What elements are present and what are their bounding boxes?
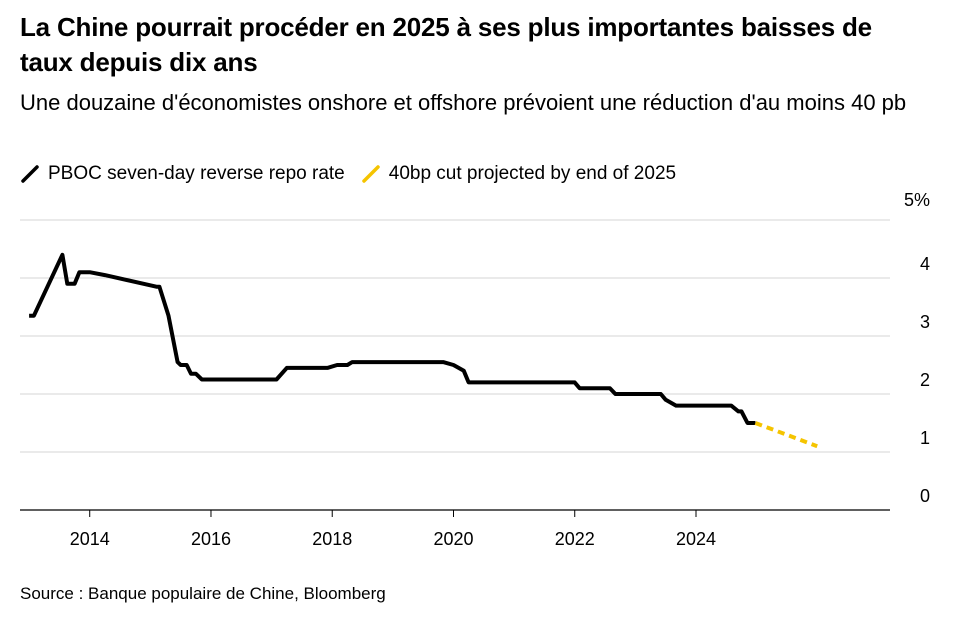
legend-swatch-dashed-line-icon	[362, 165, 380, 183]
legend-label-projected-cut: 40bp cut projected by end of 2025	[388, 163, 677, 184]
chart-subtitle: Une douzaine d'économistes onshore et of…	[20, 90, 907, 115]
series-line-projected-cut	[754, 421, 818, 449]
legend-swatch-solid-line-icon	[21, 165, 39, 183]
legend: PBOC seven-day reverse repo rate 40bp cu…	[20, 160, 692, 188]
series-line-repo-rate	[29, 252, 756, 425]
x-tick-label-2018: 2018	[312, 529, 352, 549]
source-note: Source : Banque populaire de Chine, Bloo…	[20, 584, 386, 603]
y-tick-label-3: 3	[920, 312, 930, 332]
y-tick-label-0: 0	[920, 486, 930, 506]
y-tick-label-5: 5%	[904, 190, 930, 210]
legend-item-projected-cut: 40bp cut projected by end of 2025	[361, 163, 676, 185]
y-tick-label-2: 2	[920, 370, 930, 390]
chart-title: La Chine pourrait procéder en 2025 à ses…	[20, 12, 872, 77]
y-tick-label-1: 1	[920, 428, 930, 448]
y-tick-label-4: 4	[920, 254, 930, 274]
x-tick-label-2022: 2022	[555, 529, 595, 549]
x-tick-label-2020: 2020	[433, 529, 473, 549]
x-tick-label-2016: 2016	[191, 529, 231, 549]
x-tick-label-2014: 2014	[70, 529, 110, 549]
legend-item-repo-rate: PBOC seven-day reverse repo rate	[20, 163, 345, 185]
x-tick-label-2024: 2024	[676, 529, 716, 549]
legend-label-repo-rate: PBOC seven-day reverse repo rate	[48, 163, 345, 184]
